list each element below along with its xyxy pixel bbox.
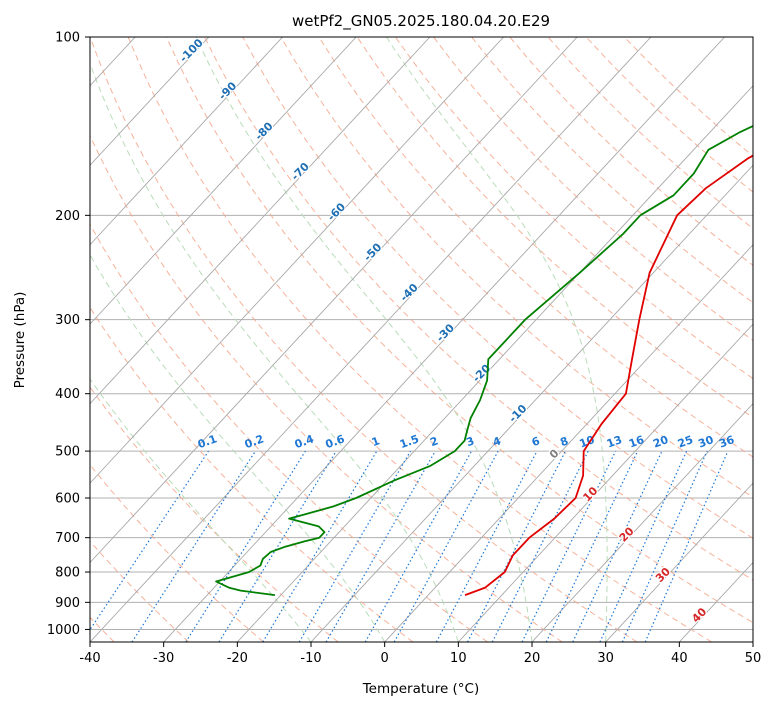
temperature-profile	[464, 154, 753, 596]
x-tick-label: 0	[381, 651, 389, 666]
y-tick-label: 400	[55, 387, 80, 402]
mixing-ratio-line	[364, 450, 473, 642]
isotherm-line	[310, 164, 753, 642]
mixing-ratio-line	[599, 450, 688, 642]
x-tick-label: -40	[79, 651, 100, 666]
isotherm-line	[90, 37, 283, 246]
x-axis-label: Temperature (°C)	[362, 681, 480, 697]
dry-adiabat	[90, 37, 638, 642]
isotherm-line	[90, 37, 578, 564]
mixing-ratio-label: 2	[428, 434, 440, 449]
dry-adiabat	[204, 37, 753, 581]
x-tick-label: -30	[153, 651, 174, 666]
isotherm-line	[605, 482, 753, 642]
x-tick-label: 40	[671, 651, 688, 666]
x-tick-label: 50	[745, 651, 762, 666]
mixing-ratio-line	[572, 450, 663, 642]
y-tick-label: 600	[55, 492, 80, 507]
y-tick-label: 1000	[47, 623, 80, 638]
dewpoint-profile	[215, 125, 753, 596]
isotherm-line	[457, 323, 753, 642]
mixing-ratio-line	[325, 450, 436, 642]
y-tick-label: 300	[55, 313, 80, 328]
mixing-ratio-line	[131, 450, 256, 642]
y-tick-label: 700	[55, 531, 80, 546]
isotherm-line	[90, 37, 357, 325]
y-tick-label: 200	[55, 209, 80, 224]
mixing-ratio-line	[298, 450, 412, 642]
mixing-ratio-line	[393, 450, 499, 642]
mixing-ratio-label: 30	[696, 433, 715, 451]
x-tick-label: -10	[300, 651, 321, 666]
mixing-ratio-label: 4	[491, 434, 503, 449]
moist-adiabat	[90, 253, 386, 642]
mixing-ratio-label: 3	[464, 434, 476, 449]
mixing-ratio-label: 0.2	[243, 432, 266, 451]
y-tick-label: 900	[55, 596, 80, 611]
x-tick-label: 10	[450, 651, 467, 666]
moist-adiabat	[386, 37, 608, 642]
y-tick-label: 800	[55, 566, 80, 581]
mixing-ratio-label: 0.1	[196, 432, 219, 451]
moist-adiabat	[195, 37, 533, 642]
axes: -40 -30 -20 -10 0 10 20 30 40 5010020030040050060…	[47, 31, 761, 667]
dry-adiabat	[356, 37, 753, 419]
dry-adiabat	[433, 37, 753, 341]
mixing-ratio-label: 8	[558, 434, 570, 449]
y-tick-label: 100	[55, 31, 80, 46]
mixing-ratio-line	[545, 450, 639, 642]
y-axis-label: Pressure (hPa)	[12, 292, 28, 389]
isotherm-line	[90, 37, 504, 484]
mixing-ratio-line	[644, 450, 729, 642]
isotherm-line	[90, 37, 431, 405]
mixing-ratio-label: 25	[676, 433, 695, 450]
mixing-ratio-line	[621, 450, 708, 642]
dry-adiabat	[90, 223, 488, 642]
isotherm-line	[90, 37, 210, 166]
x-tick-label: 30	[597, 651, 614, 666]
mixing-ratio-label: 1	[370, 434, 382, 449]
dry-adiabat	[394, 37, 753, 380]
y-tick-label: 500	[55, 445, 80, 460]
mixing-ratio-label: 36	[717, 433, 736, 451]
mixing-ratio-line	[218, 450, 337, 642]
isotherm-line	[384, 244, 753, 642]
isotherm-line	[90, 37, 652, 642]
dry-adiabat	[165, 37, 753, 624]
isotherm-line	[163, 37, 725, 642]
mixing-ratio-label: 0.4	[293, 432, 316, 451]
isotherm-line	[236, 85, 753, 642]
mixing-ratio-label: 16	[627, 433, 646, 451]
x-tick-label: -20	[227, 651, 248, 666]
dry-adiabat	[242, 37, 753, 539]
mixing-ratio-label: 1.5	[398, 432, 421, 451]
mixing-ratio-label: 6	[530, 434, 542, 449]
dry-adiabat	[280, 37, 753, 498]
mixing-ratio-line	[185, 450, 306, 642]
dry-adiabat	[471, 37, 753, 304]
mixing-ratio-line	[521, 450, 617, 642]
dry-adiabat	[90, 540, 190, 642]
dry-adiabat	[90, 463, 264, 642]
dry-adiabat	[90, 134, 563, 642]
mixing-ratio-label: 0.6	[324, 432, 347, 451]
mixing-ratio-label: 13	[605, 433, 624, 450]
chart-title: wetPf2_GN05.2025.180.04.20.E29	[292, 12, 550, 31]
mixing-ratio-label: 20	[651, 433, 670, 451]
isotherm-line	[531, 402, 753, 642]
moist-adiabat	[90, 61, 459, 642]
dry-adiabat	[127, 37, 712, 642]
plot-frame	[89, 36, 754, 643]
mixing-ratio-line	[262, 450, 378, 642]
x-tick-label: 20	[524, 651, 541, 666]
